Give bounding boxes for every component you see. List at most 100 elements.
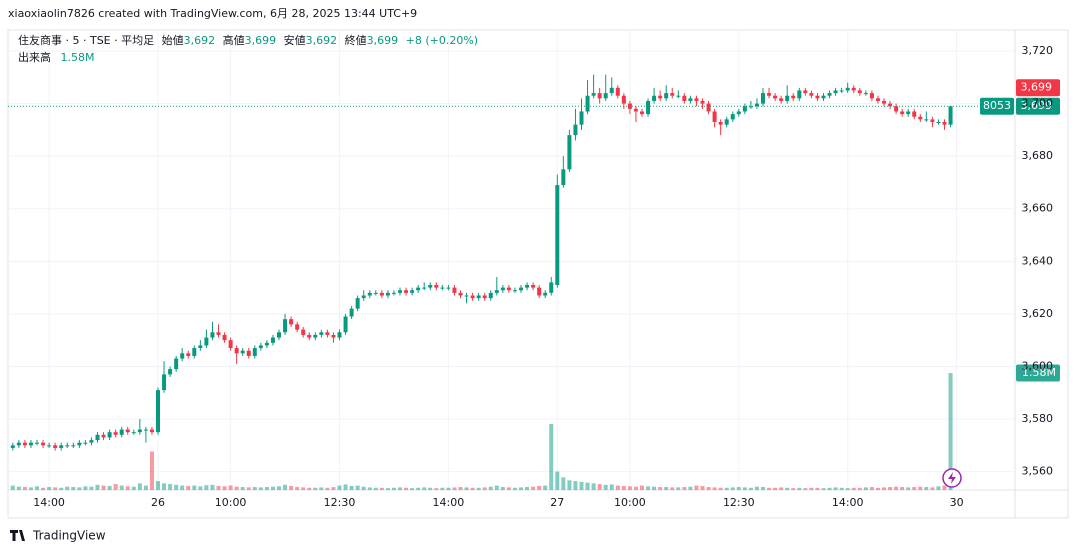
candle-body <box>252 348 257 356</box>
volume-bar <box>579 481 584 490</box>
candle-body <box>186 353 191 356</box>
volume-bar <box>258 487 263 490</box>
candle-body <box>28 442 33 446</box>
candle-body <box>416 287 421 291</box>
volume-bar <box>156 481 160 490</box>
candle-body <box>567 135 572 170</box>
footer-logo: TradingView <box>32 529 106 543</box>
volume-bar <box>640 485 644 490</box>
y-tick-label: 3,580 <box>1022 412 1054 425</box>
x-tick-label: 30 <box>950 496 964 509</box>
legend-high: 3,699 <box>245 34 277 47</box>
candle-body <box>385 292 390 296</box>
candle-body <box>337 332 342 338</box>
candle-body <box>95 434 100 441</box>
candle-body <box>89 440 94 443</box>
volume-bar <box>162 483 167 490</box>
volume-bar <box>761 487 765 490</box>
volume-bar <box>924 487 929 490</box>
volume-bar <box>773 487 778 490</box>
volume-bar <box>101 485 106 490</box>
candle-body <box>754 103 759 107</box>
volume-bar <box>603 484 608 490</box>
volume-bar <box>512 487 517 490</box>
volume-bar <box>143 485 148 490</box>
volume-bar <box>89 486 94 490</box>
candle-body <box>119 429 124 435</box>
candle-body <box>561 169 566 186</box>
price-tags: 3,699 8053 3,699 1.58M <box>8 79 1060 382</box>
volume-bar <box>277 486 281 490</box>
volume-bar <box>748 487 753 490</box>
volume-bar <box>325 487 330 490</box>
y-tick-label: 3,600 <box>1022 359 1054 372</box>
candle-body <box>83 442 88 444</box>
candle-body <box>748 106 753 108</box>
candle-body <box>906 111 911 115</box>
candle-body <box>174 358 179 370</box>
candle-body <box>246 350 251 356</box>
volume-bar <box>652 486 657 490</box>
candle-body <box>646 100 651 115</box>
candle-body <box>295 324 300 330</box>
candle-body <box>35 442 39 444</box>
legend: 住友商事 · 5 · TSE · 平均足 始値3,692 高値3,699 安値3… <box>18 33 478 47</box>
volume-bar <box>385 488 390 490</box>
candle-body <box>494 290 499 293</box>
candle-body <box>869 93 874 99</box>
volume-bar <box>216 485 221 490</box>
volume-bar <box>585 482 590 490</box>
candle-body <box>875 98 880 101</box>
legend-change: +8 (+0.20%) <box>406 34 478 47</box>
volume-bar <box>458 487 463 490</box>
candle-body <box>603 93 608 99</box>
candle-body <box>343 316 348 333</box>
candle-body <box>240 350 245 354</box>
candle-body <box>845 87 850 91</box>
volume-bar <box>391 487 396 490</box>
candle-body <box>712 111 717 122</box>
volume-bar <box>875 487 880 490</box>
candle-body <box>307 334 312 338</box>
candle-body <box>458 292 463 296</box>
volume-bar <box>113 484 118 490</box>
candle-body <box>228 340 233 349</box>
y-tick-label: 3,720 <box>1022 44 1054 57</box>
candle-body <box>222 334 227 341</box>
candle-body <box>101 434 106 438</box>
volume-bar <box>591 483 596 490</box>
candle-body <box>912 111 917 117</box>
volume-bar <box>210 484 215 490</box>
candle-body <box>585 95 590 112</box>
candle-body <box>652 95 657 101</box>
volume-bar <box>186 485 191 490</box>
volume-bars <box>10 373 953 490</box>
volume-bar <box>16 486 21 490</box>
x-tick-label: 14:00 <box>33 496 65 509</box>
volume-bar <box>125 486 130 490</box>
candle-body <box>77 442 82 446</box>
candle-body <box>470 295 475 299</box>
legend-high-label: 高値 <box>223 33 245 47</box>
volume-bar <box>900 487 905 490</box>
volume-bar <box>192 485 197 490</box>
volume-bar <box>180 485 185 490</box>
volume-bar <box>41 487 46 490</box>
candle-body <box>476 295 481 299</box>
volume-bar <box>718 487 723 490</box>
candle-body <box>500 287 505 291</box>
volume-bar <box>676 487 681 490</box>
volume-bar <box>71 487 76 490</box>
candle-body <box>10 445 15 448</box>
volume-bar <box>355 485 360 490</box>
x-tick-label: 10:00 <box>614 496 646 509</box>
volume-bar <box>918 486 923 490</box>
candle-body <box>143 429 148 431</box>
candle-body <box>773 95 778 99</box>
candle-body <box>41 442 46 446</box>
candle-body <box>107 432 112 438</box>
legend-open-label: 始値 <box>162 33 184 47</box>
legend-low: 3,692 <box>306 34 338 47</box>
candle-body <box>512 290 517 292</box>
volume-tag-box <box>1016 364 1060 382</box>
